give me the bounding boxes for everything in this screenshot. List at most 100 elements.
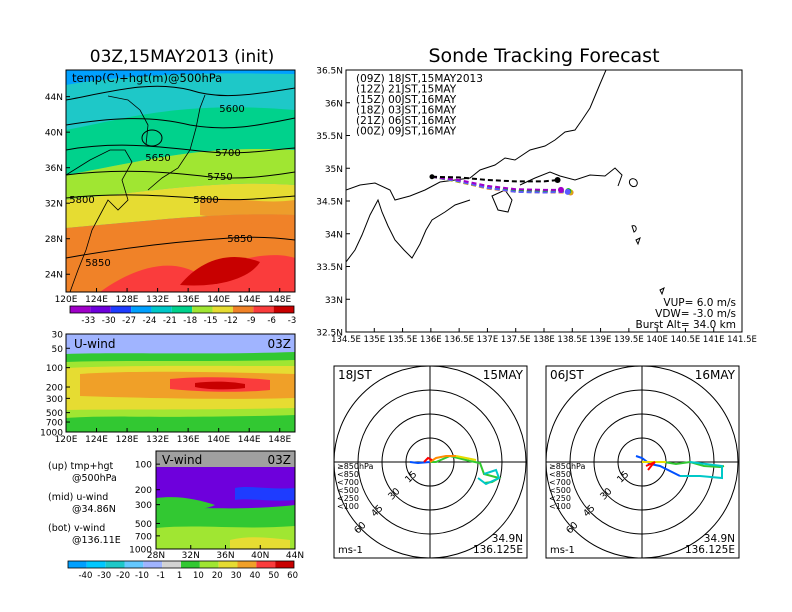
contour-label: 5850 <box>85 258 110 269</box>
colorbar-swatch <box>171 306 193 313</box>
colorbar-swatch <box>143 561 163 568</box>
lon-tick-label: 137E <box>477 335 499 345</box>
colorbar-label: -20 <box>116 571 130 581</box>
launch-legend-entry: (00Z) 09JST,16MAY <box>356 126 457 138</box>
note-line: (up) tmp+hgt <box>48 461 114 472</box>
colorbar-swatch <box>275 561 294 568</box>
hodo-lat: 34.9N <box>492 533 523 545</box>
lat-tick-label: 32.5N <box>316 329 343 339</box>
colorbar-swatch <box>124 561 144 568</box>
vwind-label: V-wind <box>162 453 202 467</box>
lon-tick-label: 135E <box>363 335 385 345</box>
lon-tick-label: 124E <box>85 295 108 305</box>
pressure-legend-entry: <700 <box>549 478 571 487</box>
hodo-time: 18JST <box>338 368 372 382</box>
lon-tick-label: 140E <box>207 295 230 305</box>
colorbar-label: -27 <box>122 316 136 326</box>
pressure-legend-entry: <850 <box>549 470 571 479</box>
pressure-tick-label: 50 <box>52 345 64 355</box>
lon-tick-label: 144E <box>238 435 261 445</box>
contour-label: 5850 <box>227 234 252 245</box>
pressure-tick-label: 300 <box>135 501 152 511</box>
colorbar-swatch <box>70 306 91 313</box>
colorbar-label: -24 <box>143 316 157 326</box>
colorbar-label: -33 <box>81 316 95 326</box>
burst-text: Burst Alt= 34.0 km <box>636 319 736 331</box>
pressure-tick-label: 300 <box>46 395 63 405</box>
colorbar-swatch <box>237 561 257 568</box>
right-title: Sonde Tracking Forecast <box>428 45 659 67</box>
note-line: (bot) v-wind <box>48 523 105 534</box>
vup-text: VUP= 6.0 m/s <box>663 297 736 309</box>
track-line <box>431 175 558 183</box>
colorbar-label: -21 <box>163 316 177 326</box>
colorbar-swatch <box>131 306 152 313</box>
lon-tick-label: 120E <box>55 295 78 305</box>
contour-label: 5600 <box>219 104 244 115</box>
note-line: @500hPa <box>72 473 117 484</box>
hodo-segment <box>423 456 433 463</box>
lon-tick-label: 140E <box>207 435 230 445</box>
colorbar-swatch <box>68 561 87 568</box>
note-line: @136.11E <box>72 535 121 546</box>
colorbar-swatch <box>218 561 238 568</box>
colorbar-label: 60 <box>287 571 298 581</box>
contour-label: 5750 <box>207 172 232 183</box>
pressure-tick-label: 1000 <box>129 546 152 556</box>
lon-tick-label: 148E <box>268 435 291 445</box>
colorbar-swatch <box>110 306 132 313</box>
pressure-tick-label: 100 <box>135 461 152 471</box>
lon-tick-label: 124E <box>85 435 108 445</box>
pressure-tick-label: 1000 <box>40 429 63 439</box>
colorbar-swatch <box>232 306 254 313</box>
pressure-legend-entry: <250 <box>549 494 571 503</box>
lat-tick-label: 35.5N <box>316 132 343 142</box>
burst-point <box>554 177 561 184</box>
lat-tick-label: 32N <box>45 200 63 210</box>
colorbar-label: -6 <box>267 316 275 326</box>
hodo-lat: 34.9N <box>704 533 735 545</box>
temp-hgt-map: 5600 5650 5700 5750 5800 5800 5850 5850 … <box>45 69 296 326</box>
hodo-segment <box>645 461 656 471</box>
hodo-unit: ms-1 <box>338 545 363 556</box>
wind-colorbar: -40 -30 -20 -10 -1 1 10 20 30 40 50 60 <box>67 560 298 581</box>
colorbar-swatch <box>86 561 106 568</box>
lon-tick-label: 138E <box>533 335 555 345</box>
pressure-legend-entry: ≥850hPa <box>549 462 586 471</box>
colorbar-label: 50 <box>268 571 279 581</box>
colorbar-swatch <box>105 561 125 568</box>
lat-tick-label: 40N <box>251 551 269 561</box>
lon-tick-label: 120E <box>55 435 78 445</box>
vwind-panel: V-wind 03Z 100 200 300 500 700 1000 28N 32N 36N… <box>129 450 304 561</box>
lat-tick-label: 32N <box>182 551 200 561</box>
contour-label: 5800 <box>69 195 94 206</box>
coastline <box>346 70 665 296</box>
contour-label: 5700 <box>215 148 240 159</box>
lat-tick-label: 28N <box>45 235 63 245</box>
lat-tick-label: 44N <box>286 551 304 561</box>
lon-tick-label: 139.5E <box>614 335 644 345</box>
colorbar-swatch <box>253 306 274 313</box>
pressure-legend-entry: <100 <box>549 502 571 511</box>
lat-tick-label: 44N <box>45 93 63 103</box>
legend-notes: (up) tmp+hgt @500hPa (mid) u-wind @34.86… <box>48 461 121 546</box>
lon-tick-label: 132E <box>146 435 169 445</box>
pressure-tick-label: 700 <box>46 419 63 429</box>
lat-tick-label: 40N <box>45 129 63 139</box>
launch-legend-entry: (15Z) 00JST,16MAY <box>356 94 457 106</box>
colorbar-label: -40 <box>78 571 92 581</box>
colorbar-swatch <box>256 561 276 568</box>
lon-tick-label: 128E <box>116 435 139 445</box>
pressure-tick-label: 200 <box>46 384 63 394</box>
lat-tick-label: 36N <box>325 99 343 109</box>
uwind-time: 03Z <box>268 337 292 351</box>
colorbar-label: -9 <box>247 316 255 326</box>
lat-tick-label: 34N <box>325 230 343 240</box>
lon-tick-label: 140E <box>646 335 668 345</box>
colorbar-label: 40 <box>250 571 261 581</box>
colorbar-label: 30 <box>231 571 242 581</box>
colorbar-label: 10 <box>193 571 204 581</box>
